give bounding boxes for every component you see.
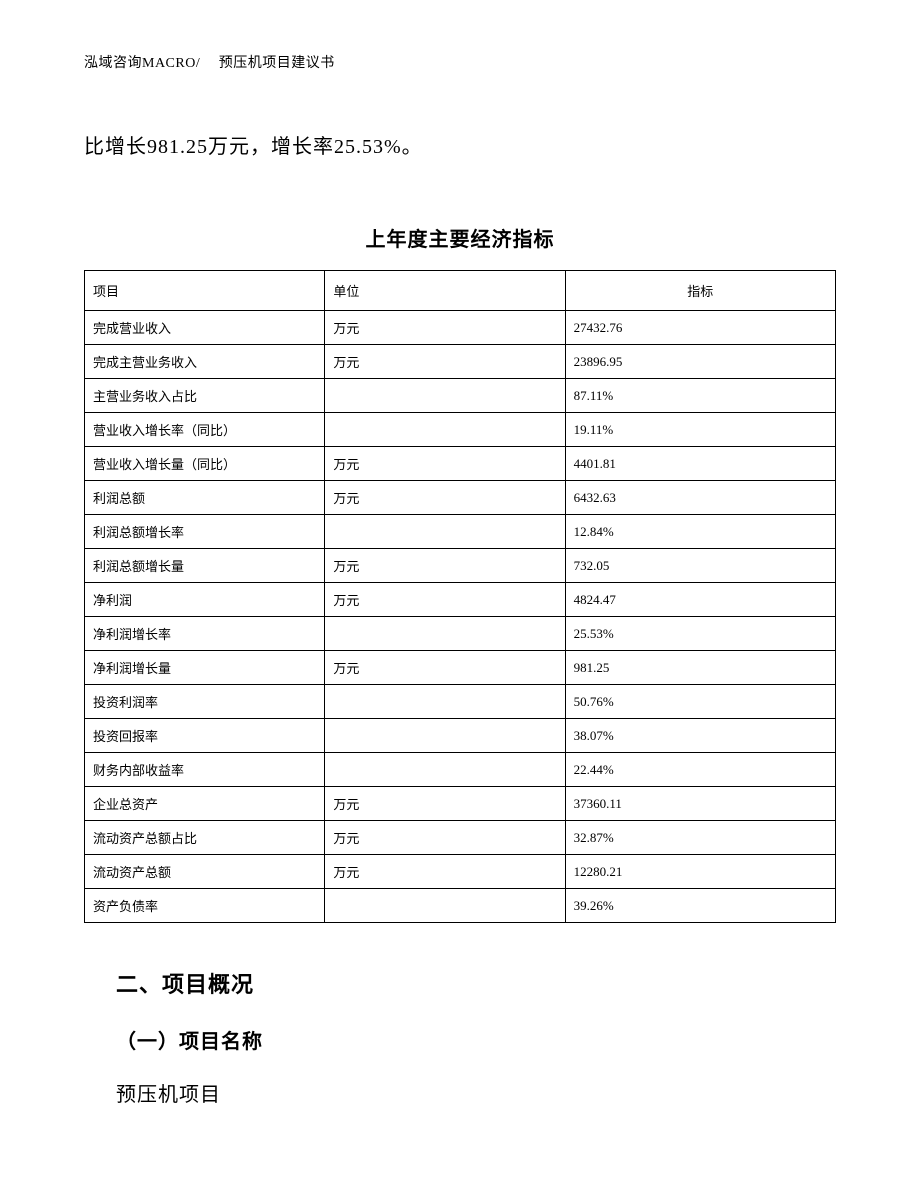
table-row: 净利润 万元 4824.47	[85, 583, 836, 617]
table-cell-item: 企业总资产	[85, 787, 325, 821]
table-cell-value: 6432.63	[565, 481, 835, 515]
table-cell-item: 流动资产总额占比	[85, 821, 325, 855]
table-cell-value: 37360.11	[565, 787, 835, 821]
table-cell-unit: 万元	[325, 481, 565, 515]
table-row: 营业收入增长量（同比） 万元 4401.81	[85, 447, 836, 481]
table-row: 主营业务收入占比 87.11%	[85, 379, 836, 413]
table-cell-value: 12.84%	[565, 515, 835, 549]
table-row: 投资回报率 38.07%	[85, 719, 836, 753]
table-cell-value: 732.05	[565, 549, 835, 583]
table-cell-unit: 万元	[325, 345, 565, 379]
table-cell-value: 32.87%	[565, 821, 835, 855]
table-cell-value: 23896.95	[565, 345, 835, 379]
table-cell-item: 投资回报率	[85, 719, 325, 753]
table-cell-item: 净利润增长率	[85, 617, 325, 651]
table-cell-unit	[325, 753, 565, 787]
table-cell-value: 12280.21	[565, 855, 835, 889]
table-cell-value: 39.26%	[565, 889, 835, 923]
table-row: 营业收入增长率（同比） 19.11%	[85, 413, 836, 447]
sub-heading-project-name: （一）项目名称	[116, 1025, 836, 1054]
table-cell-item: 利润总额增长量	[85, 549, 325, 583]
table-cell-value: 25.53%	[565, 617, 835, 651]
table-cell-item: 净利润	[85, 583, 325, 617]
intro-paragraph: 比增长981.25万元，增长率25.53%。	[84, 130, 836, 159]
table-cell-unit: 万元	[325, 447, 565, 481]
table-header-value: 指标	[565, 271, 835, 311]
table-header-unit: 单位	[325, 271, 565, 311]
table-cell-value: 19.11%	[565, 413, 835, 447]
table-cell-item: 主营业务收入占比	[85, 379, 325, 413]
table-cell-unit	[325, 889, 565, 923]
table-cell-unit: 万元	[325, 821, 565, 855]
table-row: 资产负债率 39.26%	[85, 889, 836, 923]
table-cell-value: 4401.81	[565, 447, 835, 481]
table-cell-unit: 万元	[325, 787, 565, 821]
table-cell-unit	[325, 617, 565, 651]
table-cell-unit: 万元	[325, 651, 565, 685]
table-row: 流动资产总额 万元 12280.21	[85, 855, 836, 889]
table-header-item: 项目	[85, 271, 325, 311]
table-cell-value: 38.07%	[565, 719, 835, 753]
table-cell-item: 利润总额	[85, 481, 325, 515]
table-row: 财务内部收益率 22.44%	[85, 753, 836, 787]
table-cell-value: 4824.47	[565, 583, 835, 617]
table-cell-item: 完成主营业务收入	[85, 345, 325, 379]
table-cell-unit: 万元	[325, 311, 565, 345]
table-cell-unit	[325, 379, 565, 413]
table-cell-unit	[325, 685, 565, 719]
table-cell-value: 27432.76	[565, 311, 835, 345]
table-cell-item: 流动资产总额	[85, 855, 325, 889]
table-cell-unit: 万元	[325, 855, 565, 889]
table-cell-item: 财务内部收益率	[85, 753, 325, 787]
table-title: 上年度主要经济指标	[84, 223, 836, 252]
table-cell-value: 22.44%	[565, 753, 835, 787]
table-cell-value: 981.25	[565, 651, 835, 685]
table-row: 完成主营业务收入 万元 23896.95	[85, 345, 836, 379]
table-body: 完成营业收入 万元 27432.76 完成主营业务收入 万元 23896.95 …	[85, 311, 836, 923]
table-row: 流动资产总额占比 万元 32.87%	[85, 821, 836, 855]
table-cell-item: 营业收入增长率（同比）	[85, 413, 325, 447]
economic-indicators-table: 项目 单位 指标 完成营业收入 万元 27432.76 完成主营业务收入 万元 …	[84, 270, 836, 923]
project-name-text: 预压机项目	[116, 1078, 836, 1107]
table-cell-item: 完成营业收入	[85, 311, 325, 345]
table-row: 利润总额 万元 6432.63	[85, 481, 836, 515]
table-cell-value: 87.11%	[565, 379, 835, 413]
table-cell-item: 营业收入增长量（同比）	[85, 447, 325, 481]
table-cell-unit: 万元	[325, 583, 565, 617]
table-cell-value: 50.76%	[565, 685, 835, 719]
table-cell-unit	[325, 515, 565, 549]
table-row: 投资利润率 50.76%	[85, 685, 836, 719]
section-heading-2: 二、项目概况	[116, 967, 836, 999]
table-cell-unit	[325, 719, 565, 753]
table-cell-item: 利润总额增长率	[85, 515, 325, 549]
table-cell-item: 资产负债率	[85, 889, 325, 923]
table-cell-unit: 万元	[325, 549, 565, 583]
table-cell-item: 投资利润率	[85, 685, 325, 719]
page-header: 泓域咨询MACRO/ 预压机项目建议书	[84, 52, 836, 72]
table-row: 净利润增长量 万元 981.25	[85, 651, 836, 685]
table-cell-item: 净利润增长量	[85, 651, 325, 685]
table-cell-unit	[325, 413, 565, 447]
table-row: 完成营业收入 万元 27432.76	[85, 311, 836, 345]
table-row: 利润总额增长量 万元 732.05	[85, 549, 836, 583]
table-row: 净利润增长率 25.53%	[85, 617, 836, 651]
table-row: 利润总额增长率 12.84%	[85, 515, 836, 549]
table-header-row: 项目 单位 指标	[85, 271, 836, 311]
table-row: 企业总资产 万元 37360.11	[85, 787, 836, 821]
